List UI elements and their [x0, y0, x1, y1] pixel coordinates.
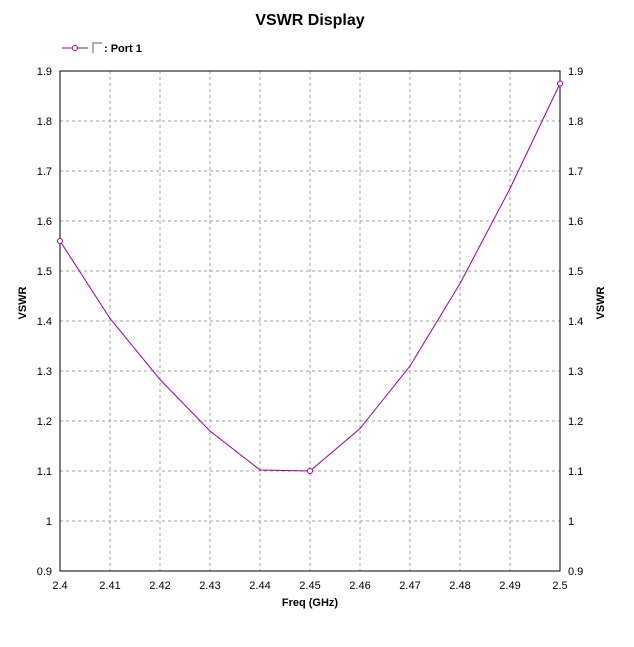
y-tick-label-right: 1.7: [568, 166, 583, 178]
y-axis-label-right: VSWR: [595, 286, 607, 319]
data-point-marker: [307, 468, 313, 474]
y-tick-label-left: 1.3: [37, 366, 52, 378]
x-tick-label: 2.4: [52, 580, 67, 592]
y-tick-label-right: 1.9: [568, 66, 583, 78]
legend: : Port 1: [62, 42, 142, 55]
y-ticks-right: 0.9 1 1.1 1.2 1.3 1.4 1.5 1.6 1.7 1.8 1.9: [568, 66, 583, 578]
x-tick-label: 2.42: [149, 580, 170, 592]
x-tick-label: 2.5: [552, 580, 567, 592]
y-tick-label-left: 1.9: [37, 66, 52, 78]
y-tick-label-left: 1.4: [37, 316, 52, 328]
x-tick-label: 2.46: [349, 580, 370, 592]
y-tick-label-left: 1: [46, 516, 52, 528]
y-tick-label-right: 1.8: [568, 116, 583, 128]
chart-title: VSWR Display: [255, 12, 364, 29]
legend-series-name: : Port 1: [104, 43, 142, 55]
x-tick-label: 2.49: [499, 580, 520, 592]
grid: [60, 71, 560, 571]
x-tick-label: 2.41: [99, 580, 120, 592]
y-tick-label-right: 1.5: [568, 266, 583, 278]
y-tick-label-right: 1: [568, 516, 574, 528]
y-tick-label-right: 1.4: [568, 316, 583, 328]
x-tick-label: 2.48: [449, 580, 470, 592]
x-ticks: 2.4 2.41 2.42 2.43 2.44 2.45 2.46 2.47 2.48 2.49 2…: [52, 580, 567, 592]
y-tick-label-left: 1.6: [37, 216, 52, 228]
x-tick-label: 2.44: [249, 580, 270, 592]
y-tick-label-left: 1.2: [37, 416, 52, 428]
y-axis-label-left: VSWR: [17, 286, 29, 319]
gamma-symbol-icon: [92, 42, 102, 53]
x-tick-label: 2.47: [399, 580, 420, 592]
y-tick-label-left: 1.1: [37, 466, 52, 478]
y-tick-label-left: 1.5: [37, 266, 52, 278]
y-tick-label-right: 1.2: [568, 416, 583, 428]
y-tick-label-left: 1.7: [37, 166, 52, 178]
y-tick-label-right: 1.3: [568, 366, 583, 378]
y-tick-label-left: 0.9: [37, 566, 52, 578]
data-point-marker: [557, 80, 563, 87]
y-ticks-left: 0.9 1 1.1 1.2 1.3 1.4 1.5 1.6 1.7 1.8 1.9: [37, 66, 52, 578]
plot-frame: [59, 70, 561, 572]
y-tick-label-right: 1.1: [568, 466, 583, 478]
x-axis-label: Freq (GHz): [282, 597, 339, 609]
y-tick-label-left: 1.8: [37, 116, 52, 128]
series-group: [57, 80, 563, 474]
x-tick-label: 2.43: [199, 580, 220, 592]
legend-marker: [72, 45, 78, 51]
y-tick-label-right: 1.6: [568, 216, 583, 228]
y-tick-label-right: 0.9: [568, 566, 583, 578]
x-tick-label: 2.45: [299, 580, 320, 592]
data-point-marker: [57, 238, 63, 244]
